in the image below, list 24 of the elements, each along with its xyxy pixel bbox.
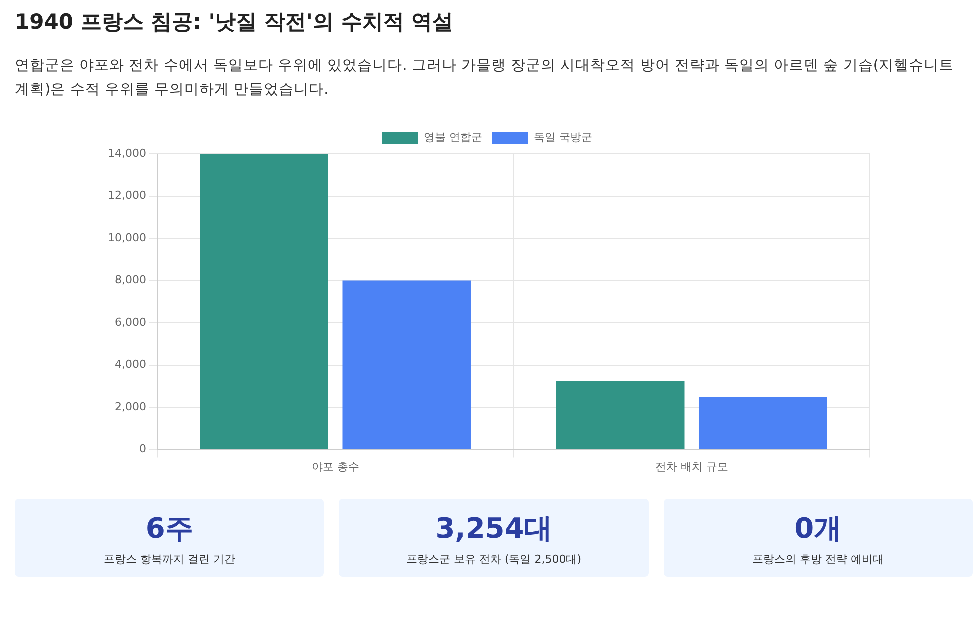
y-tick-label: 0 [139, 442, 146, 456]
y-tick-label: 14,000 [108, 146, 146, 160]
x-tick-label: 전차 배치 규모 [655, 460, 728, 474]
chart-subtitle: 연합군은 야포와 전차 수에서 독일보다 우위에 있었습니다. 그러나 가믈랭 장군의 시대착오적 방어 전략과 독일의 아르덴 숲 기습(지헬슈니트 계획)은 수적 우위를 무의미하게 만들었습니다. [15, 57, 956, 100]
text: 6주 [146, 510, 194, 546]
text: 0개 [794, 510, 842, 546]
y-tick-label: 12,000 [108, 189, 146, 202]
y-tick-label: 8,000 [114, 274, 146, 287]
text: 프랑스군 보유 전차 (독일 2,500대) [406, 552, 582, 566]
bar [699, 396, 828, 450]
y-tick-label: 4,000 [114, 358, 146, 372]
text: 프랑스 항복까지 걸린 기간 [104, 552, 236, 566]
y-tick-label: 10,000 [108, 231, 146, 244]
text: 3,254대 [436, 510, 552, 546]
bar [342, 280, 471, 450]
legend-label: 독일 국방군 [534, 130, 592, 144]
legend-label: 영불 연합군 [424, 130, 483, 144]
y-tick-label: 2,000 [114, 400, 146, 414]
y-tick-label: 6,000 [114, 316, 146, 329]
bar [556, 381, 685, 450]
chart-title: 1940 프랑스 침공: '낫질 작전'의 수치적 역설 [15, 9, 455, 36]
bar [200, 154, 328, 450]
text: 프랑스의 후방 전략 예비대 [752, 552, 884, 566]
x-tick-label: 야포 총수 [312, 460, 360, 474]
